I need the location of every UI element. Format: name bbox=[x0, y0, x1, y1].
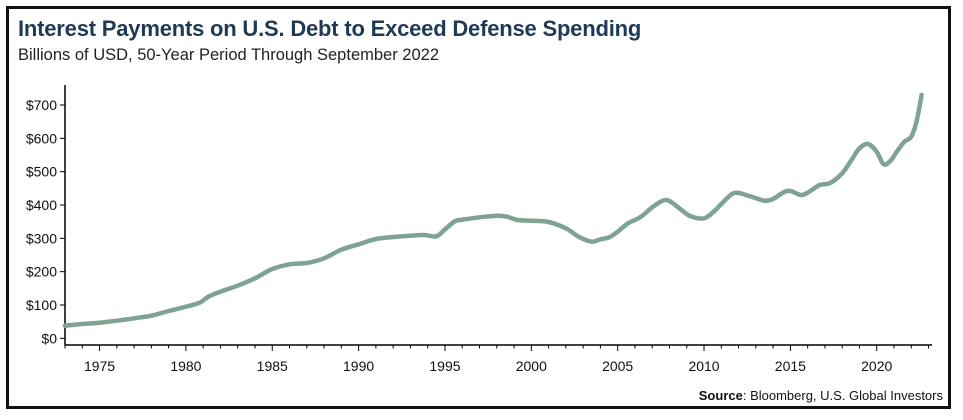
chart-subtitle: Billions of USD, 50-Year Period Through … bbox=[18, 46, 439, 64]
x-tick-label: 2010 bbox=[688, 358, 719, 374]
chart-frame bbox=[6, 6, 951, 409]
source-label: Source bbox=[698, 388, 743, 403]
x-tick-label: 1985 bbox=[257, 358, 288, 374]
x-tick-label: 2020 bbox=[861, 358, 892, 374]
x-tick-label: 1990 bbox=[343, 358, 374, 374]
plot-area bbox=[62, 92, 924, 328]
chart-title: Interest Payments on U.S. Debt to Exceed… bbox=[18, 16, 642, 41]
y-tick-label: $700 bbox=[26, 97, 57, 113]
y-tick-label: $600 bbox=[26, 130, 57, 146]
y-tick-label: $200 bbox=[26, 264, 57, 280]
y-tick-label: $300 bbox=[26, 230, 57, 246]
series-line-0 bbox=[62, 92, 924, 328]
x-tick-label: 1980 bbox=[170, 358, 201, 374]
x-tick-label: 2005 bbox=[602, 358, 633, 374]
y-tick-label: $100 bbox=[26, 297, 57, 313]
x-tick-label: 2000 bbox=[516, 358, 547, 374]
x-axis: 1975 1980 1985 1990 1995 2000 2005 2010 2015 2020 bbox=[64, 344, 932, 374]
y-axis: $0 $100 $200 $300 $400 $500 $600 $700 bbox=[26, 85, 66, 346]
x-tick-label: 1995 bbox=[429, 358, 460, 374]
source-text: : Bloomberg, U.S. Global Investors bbox=[742, 388, 943, 403]
x-tick-label: 1975 bbox=[84, 358, 115, 374]
y-tick-label: $400 bbox=[26, 197, 57, 213]
y-tick-label: $500 bbox=[26, 164, 57, 180]
y-tick-label: $0 bbox=[41, 330, 57, 346]
source-note: Source: Bloomberg, U.S. Global Investors bbox=[699, 388, 943, 403]
x-tick-label: 2015 bbox=[775, 358, 806, 374]
